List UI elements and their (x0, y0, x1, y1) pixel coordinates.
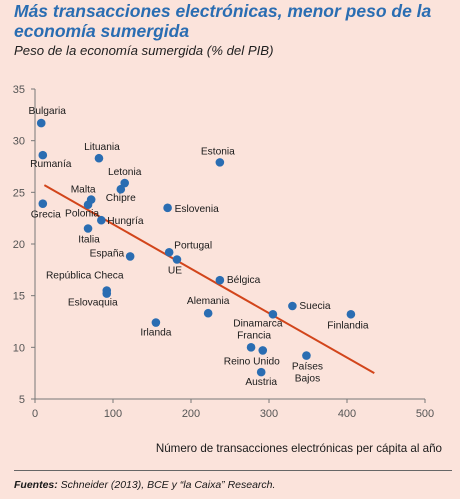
data-label: Países Bajos (292, 362, 323, 385)
x-tick-label: 300 (260, 408, 278, 420)
y-tick-label: 30 (13, 136, 25, 148)
data-label: Malta (71, 185, 96, 196)
data-label: Chipre (106, 193, 136, 204)
data-label: Reino Unido (224, 356, 280, 367)
data-point (83, 224, 93, 233)
data-label: Polonia (65, 209, 99, 220)
data-point (97, 215, 106, 225)
data-label: Estonia (201, 146, 235, 157)
data-label: Rumanía (30, 159, 72, 170)
data-point (83, 200, 93, 210)
data-label: Letonia (108, 167, 142, 178)
data-label: Portugal (174, 240, 212, 251)
data-label: República Checa (46, 271, 124, 282)
data-point (203, 308, 213, 318)
data-point (163, 203, 172, 213)
data-point (302, 351, 311, 360)
data-point (268, 309, 278, 319)
x-tick-label: 0 (32, 408, 38, 420)
data-point (215, 158, 225, 167)
data-point (246, 343, 256, 352)
source-label: Fuentes: (14, 479, 58, 491)
y-tick-label: 10 (13, 342, 25, 354)
y-tick-label: 20 (13, 239, 25, 251)
data-point (120, 178, 129, 188)
data-label: Lituania (84, 142, 120, 153)
data-label: Italia (78, 235, 100, 246)
x-tick-label: 200 (182, 408, 200, 420)
data-point (102, 289, 112, 298)
data-label: Eslovaquia (68, 298, 118, 309)
data-label: Alemania (187, 296, 230, 307)
data-point (38, 150, 48, 160)
y-tick-label: 15 (13, 291, 25, 303)
data-label: UE (168, 266, 182, 277)
data-point (258, 346, 268, 355)
data-label: Hungría (107, 216, 144, 227)
data-point (151, 318, 161, 327)
data-point (38, 199, 48, 208)
data-point (116, 184, 126, 194)
data-label: Bélgica (227, 275, 261, 286)
source-note: Fuentes: Schneider (2013), BCE y “la Cai… (14, 479, 275, 491)
data-label: Austria (245, 377, 277, 388)
data-label: España (90, 248, 125, 259)
y-tick-label: 5 (19, 394, 25, 406)
data-point (172, 255, 182, 264)
data-label-line: Bajos (295, 374, 320, 385)
chart-subtitle: Peso de la economía sumergida (% del PIB… (14, 43, 274, 58)
x-tick-label: 500 (416, 408, 434, 420)
data-point (36, 118, 46, 128)
x-tick-label: 400 (338, 408, 356, 420)
footer-divider (14, 470, 452, 471)
data-label: Irlanda (140, 328, 171, 339)
chart-title: Más transacciones electrónicas, menor pe… (14, 1, 432, 41)
x-axis-title: Número de transacciones electrónicas per… (155, 442, 442, 455)
data-point (125, 252, 135, 261)
data-point (164, 247, 174, 257)
data-point (288, 301, 297, 311)
data-label: Francia (237, 330, 271, 341)
data-point (94, 153, 104, 163)
data-label-line: Países (292, 362, 323, 373)
data-point (256, 367, 266, 377)
data-label: Suecia (299, 301, 330, 312)
data-label: Finlandia (327, 320, 369, 331)
data-point (346, 309, 356, 319)
source-text: Schneider (2013), BCE y “la Caixa” Resea… (57, 479, 276, 491)
x-tick-label: 100 (104, 408, 122, 420)
data-label: Grecia (31, 210, 61, 221)
data-label: Bulgaria (29, 106, 67, 117)
data-label: Dinamarca (233, 318, 283, 329)
y-tick-label: 25 (13, 187, 25, 199)
y-tick-label: 35 (13, 84, 25, 96)
data-point (215, 275, 225, 285)
data-label: Eslovenia (175, 204, 220, 215)
